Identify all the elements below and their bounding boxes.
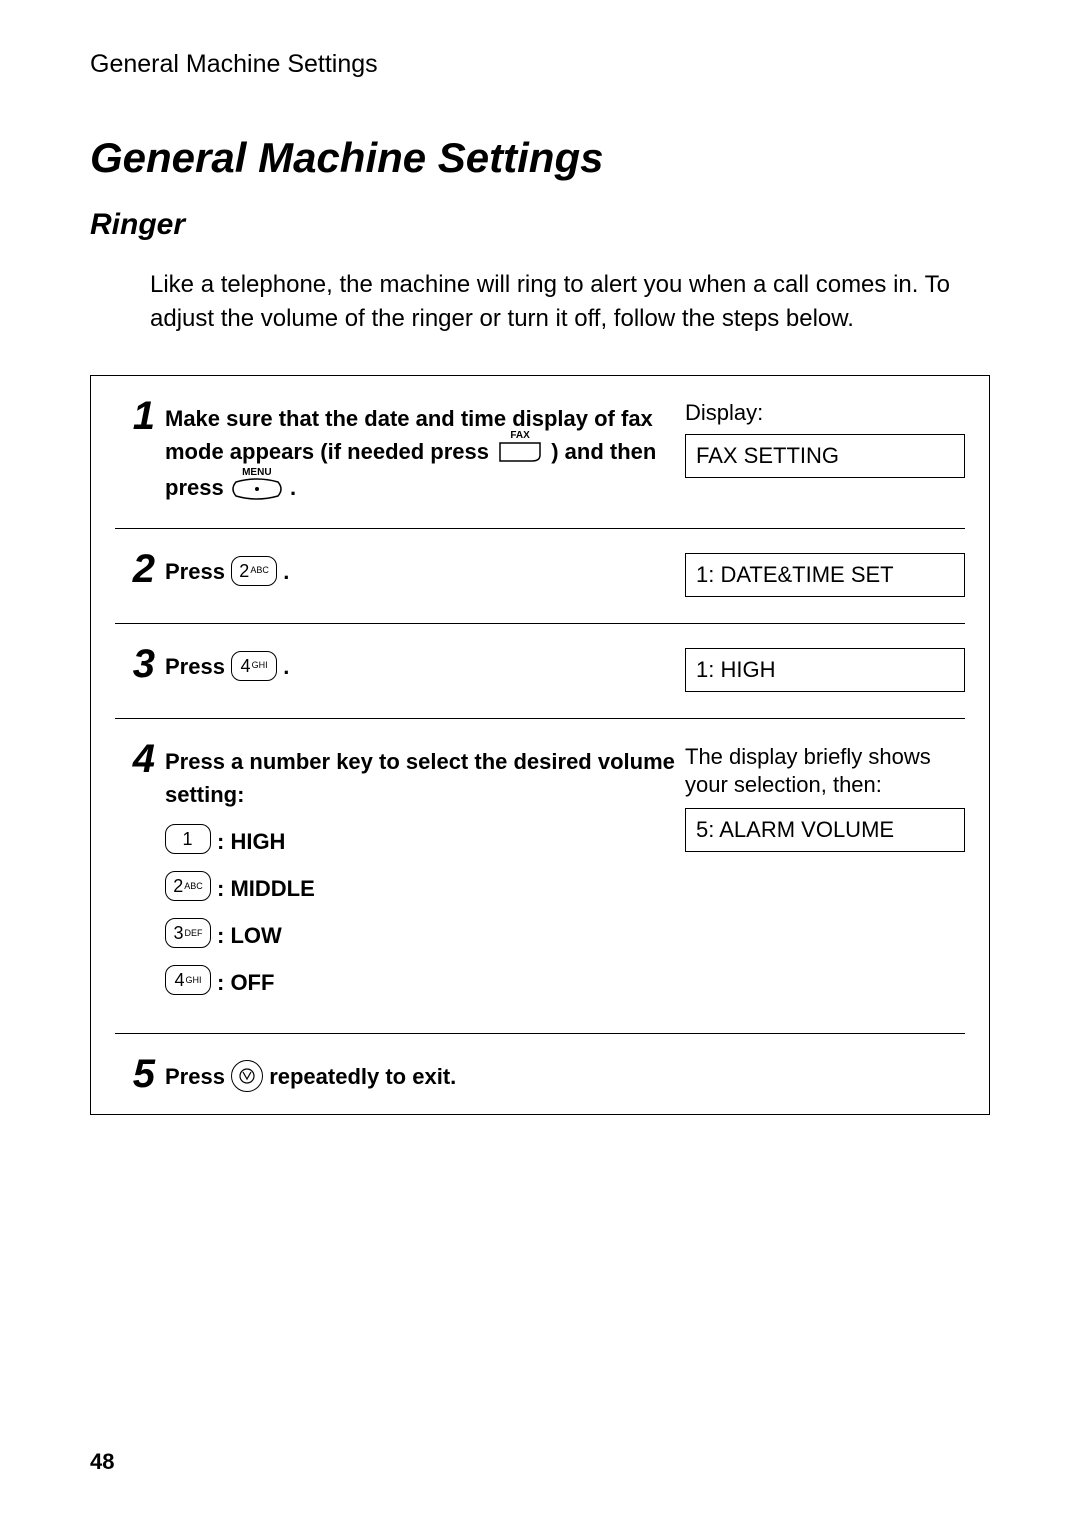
step-5: 5 Press repeatedly to exit. [91, 1034, 989, 1114]
step-body: Press a number key to select the desired… [165, 739, 685, 1013]
volume-option-off: 4GHI : OFF [165, 966, 675, 999]
step-4: 4 Press a number key to select the desir… [91, 719, 989, 1033]
step-number: 4 [115, 739, 165, 1013]
key-2-icon: 2ABC [231, 556, 277, 586]
display-column: The display briefly shows your selection… [685, 739, 965, 1013]
key-3-icon: 3DEF [165, 918, 211, 948]
step-text: Press [165, 559, 231, 584]
step-body: Press 2ABC . [165, 549, 685, 603]
key-2-icon: 2ABC [165, 871, 211, 901]
step-number: 3 [115, 644, 165, 698]
step-body: Make sure that the date and time display… [165, 396, 685, 507]
section-title: General Machine Settings [90, 134, 990, 182]
volume-options: 1 : HIGH 2ABC : MIDDLE 3DEF : LOW 4GHI :… [165, 825, 675, 999]
step-text: Press a number key to select the desired… [165, 749, 675, 807]
step-text: Press [165, 654, 231, 679]
display-column: 1: HIGH [685, 644, 965, 698]
display-column [685, 1054, 965, 1094]
volume-option-middle: 2ABC : MIDDLE [165, 872, 675, 905]
menu-key-icon: MENU [230, 468, 284, 504]
display-column: 1: DATE&TIME SET [685, 549, 965, 603]
display-label: Display: [685, 400, 965, 426]
option-label: : MIDDLE [217, 872, 315, 905]
display-note: The display briefly shows your selection… [685, 743, 965, 800]
fax-key-icon: FAX [495, 431, 545, 467]
page-number: 48 [90, 1449, 114, 1475]
display-value: 1: HIGH [685, 648, 965, 692]
display-value: FAX SETTING [685, 434, 965, 478]
step-3: 3 Press 4GHI . 1: HIGH [91, 624, 989, 718]
running-header: General Machine Settings [90, 50, 990, 79]
display-value: 5: ALARM VOLUME [685, 808, 965, 852]
stop-key-icon [231, 1060, 263, 1092]
step-body: Press 4GHI . [165, 644, 685, 698]
step-2: 2 Press 2ABC . 1: DATE&TIME SET [91, 529, 989, 623]
option-label: : OFF [217, 966, 274, 999]
step-text: Press [165, 1064, 231, 1089]
step-text: . [283, 654, 289, 679]
key-4-icon: 4GHI [165, 965, 211, 995]
volume-option-low: 3DEF : LOW [165, 919, 675, 952]
step-text: repeatedly to exit. [269, 1064, 456, 1089]
option-label: : HIGH [217, 825, 285, 858]
step-body: Press repeatedly to exit. [165, 1054, 685, 1094]
option-label: : LOW [217, 919, 282, 952]
volume-option-high: 1 : HIGH [165, 825, 675, 858]
step-number: 2 [115, 549, 165, 603]
display-value: 1: DATE&TIME SET [685, 553, 965, 597]
display-column: Display: FAX SETTING [685, 396, 965, 507]
key-4-icon: 4GHI [231, 651, 277, 681]
subsection-title: Ringer [90, 208, 990, 242]
step-text: . [290, 475, 296, 500]
step-number: 5 [115, 1054, 165, 1094]
step-number: 1 [115, 396, 165, 507]
step-1: 1 Make sure that the date and time displ… [91, 376, 989, 527]
step-text: . [283, 559, 289, 584]
steps-box: 1 Make sure that the date and time displ… [90, 375, 990, 1115]
intro-paragraph: Like a telephone, the machine will ring … [150, 268, 990, 335]
key-1-icon: 1 [165, 824, 211, 854]
